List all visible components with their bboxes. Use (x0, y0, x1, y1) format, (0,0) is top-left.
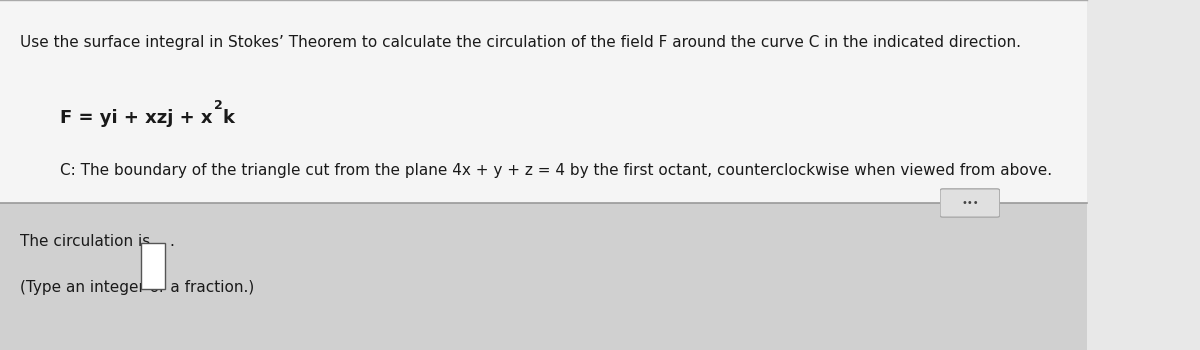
Text: The circulation is: The circulation is (19, 234, 150, 250)
Text: F = yi + xzj + x: F = yi + xzj + x (60, 108, 212, 126)
FancyBboxPatch shape (142, 243, 166, 289)
FancyBboxPatch shape (0, 203, 1087, 350)
Text: Use the surface integral in Stokes’ Theorem to calculate the circulation of the : Use the surface integral in Stokes’ Theo… (19, 35, 1020, 50)
Text: k: k (223, 108, 235, 126)
Text: (Type an integer or a fraction.): (Type an integer or a fraction.) (19, 280, 254, 295)
Text: C: The boundary of the triangle cut from the plane 4x + y + z = 4 by the first o: C: The boundary of the triangle cut from… (60, 163, 1052, 178)
FancyBboxPatch shape (0, 0, 1087, 203)
Text: .: . (169, 234, 174, 250)
Text: 2: 2 (214, 99, 223, 112)
